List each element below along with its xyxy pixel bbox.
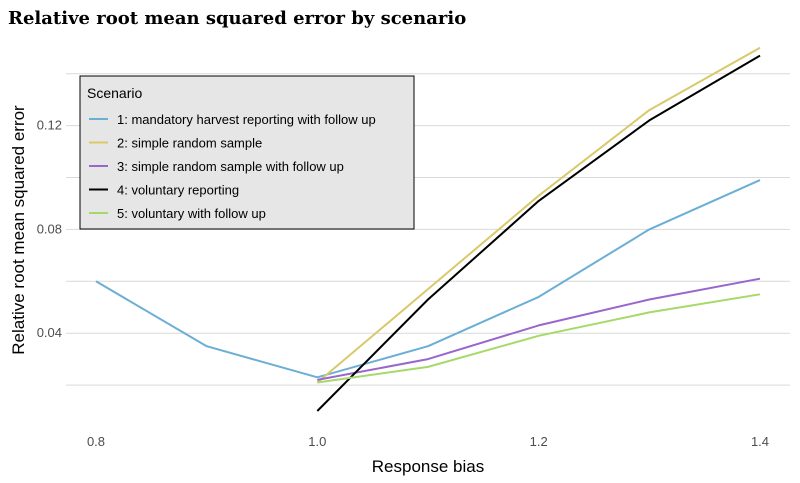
legend-label-1: 1: mandatory harvest reporting with foll… bbox=[117, 112, 376, 127]
series-line-4 bbox=[316, 54, 761, 412]
y-tick-label: 0.08 bbox=[37, 221, 62, 236]
chart-title: Relative root mean squared error by scen… bbox=[8, 8, 466, 29]
y-axis-title: Relative root mean squared error bbox=[9, 105, 28, 355]
legend-label-5: 5: voluntary with follow up bbox=[117, 206, 266, 221]
x-tick-label: 1.0 bbox=[308, 434, 326, 449]
series-lines bbox=[95, 46, 761, 412]
legend-label-4: 4: voluntary reporting bbox=[117, 183, 239, 198]
series-line-3 bbox=[317, 277, 761, 381]
x-tick-label: 1.4 bbox=[751, 434, 769, 449]
y-tick-label: 0.04 bbox=[37, 325, 62, 340]
x-tick-label: 1.2 bbox=[530, 434, 548, 449]
y-tick-label: 0.12 bbox=[37, 118, 62, 133]
legend: Scenario 1: mandatory harvest reporting … bbox=[79, 75, 415, 230]
series-line-1 bbox=[95, 179, 761, 379]
series-line-2 bbox=[316, 46, 761, 384]
legend-box bbox=[79, 75, 415, 230]
y-axis-ticks: 0.04 0.08 0.12 bbox=[37, 118, 62, 341]
legend-label-3: 3: simple random sample with follow up bbox=[117, 159, 344, 174]
legend-items: 1: mandatory harvest reporting with foll… bbox=[89, 112, 376, 221]
series-line-5 bbox=[317, 293, 761, 384]
x-axis-ticks: 0.8 1.0 1.2 1.4 bbox=[87, 434, 769, 449]
x-axis-title: Response bias bbox=[372, 457, 484, 476]
legend-label-2: 2: simple random sample bbox=[117, 136, 262, 151]
x-tick-label: 0.8 bbox=[87, 434, 105, 449]
legend-title: Scenario bbox=[87, 85, 142, 101]
